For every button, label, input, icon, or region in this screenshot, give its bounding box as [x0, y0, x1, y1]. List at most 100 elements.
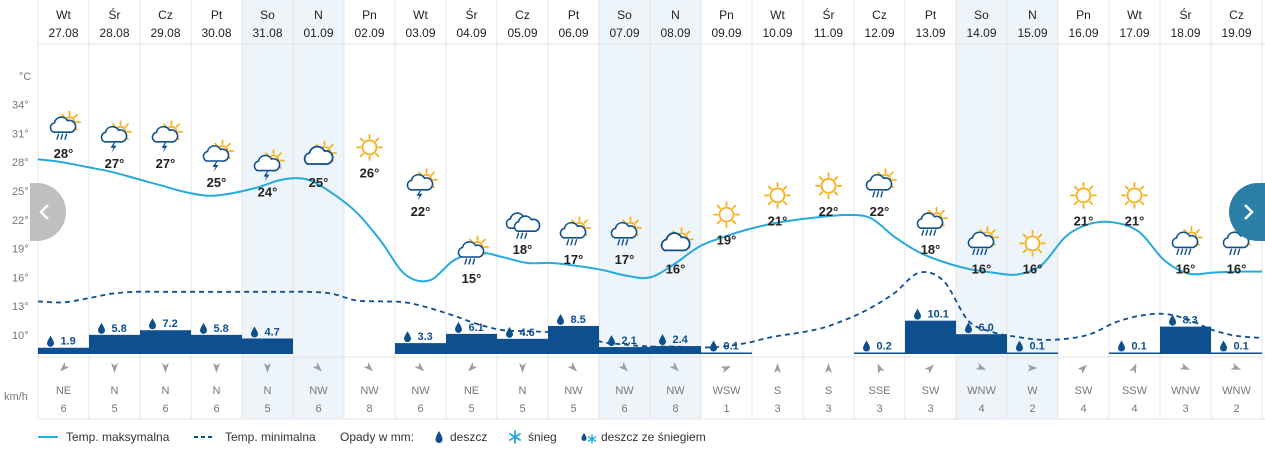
day-name: Pt	[925, 8, 937, 22]
wind-speed: 5	[264, 403, 270, 415]
day-name: Śr	[823, 7, 835, 22]
wind-speed: 5	[111, 403, 117, 415]
y-tick-label: 28°	[12, 157, 29, 169]
day-name: Cz	[515, 8, 530, 22]
rain-drop-icon	[1016, 340, 1023, 352]
min-temp-line	[37, 271, 1263, 349]
day-name: Cz	[158, 8, 173, 22]
max-temp-label: 24°	[258, 185, 278, 200]
legend-min-line-icon	[194, 436, 214, 438]
wind-arrow-icon	[669, 361, 680, 372]
precip-label: 0.2	[877, 341, 892, 353]
y-tick-label: 10°	[12, 330, 29, 342]
day-date: 18.09	[1170, 26, 1200, 40]
precip-bar	[1007, 352, 1058, 354]
max-temp-label: 18°	[921, 242, 941, 257]
day-name: So	[617, 8, 632, 22]
max-temp-label: 21°	[768, 213, 788, 228]
wind-direction: NE	[464, 385, 479, 397]
legend-precip-title: Opady w mm:	[340, 430, 415, 444]
sunny-icon	[713, 201, 740, 229]
precip-label: 2.1	[622, 335, 637, 347]
partly-sunny-rain-icon	[559, 216, 591, 246]
precip-bar	[497, 338, 548, 354]
day-date: 28.08	[99, 26, 129, 40]
sunny-icon	[1019, 229, 1046, 257]
partly-sunny-storm-icon	[253, 149, 285, 182]
precip-bar	[191, 334, 242, 354]
wind-direction: WNW	[967, 385, 996, 397]
day-date: 05.09	[507, 26, 537, 40]
precip-bar	[89, 334, 140, 354]
wind-direction: SW	[922, 385, 940, 397]
precip-label: 5.8	[112, 323, 127, 335]
partly-cloudy-icon	[303, 140, 337, 166]
wind-speed: 6	[162, 403, 168, 415]
wind-arrow-icon	[111, 363, 118, 373]
max-temp-label: 22°	[411, 204, 431, 219]
chevron-right-icon	[1244, 204, 1254, 220]
legend-max-line-icon	[38, 436, 58, 438]
day-date: 10.09	[762, 26, 792, 40]
legend-snow: śnieg	[528, 430, 557, 444]
wind-direction: SSE	[868, 385, 890, 397]
wind-direction: N	[519, 385, 527, 397]
max-temp-label: 16°	[666, 261, 686, 276]
day-name: Wt	[1127, 8, 1142, 22]
partly-sunny-heavy-rain-icon	[916, 206, 948, 236]
precip-label: 8.3	[1183, 315, 1198, 327]
weekend-band	[650, 0, 701, 419]
day-date: 30.08	[201, 26, 231, 40]
precip-bar	[599, 347, 650, 354]
max-temp-label: 22°	[819, 204, 839, 219]
day-date: 14.09	[966, 26, 996, 40]
sunny-icon	[356, 133, 383, 161]
precip-label: 0.1	[1132, 341, 1147, 353]
day-name: N	[671, 8, 680, 22]
wind-arrow-icon	[618, 361, 629, 372]
precip-label: 0.1	[724, 341, 739, 353]
rain-drop-icon	[557, 313, 564, 325]
day-name: Wt	[770, 8, 785, 22]
wind-arrow-icon	[59, 361, 70, 372]
precip-label: 1.9	[61, 336, 76, 348]
max-temp-label: 27°	[156, 156, 176, 171]
rain-drop-icon	[914, 308, 922, 320]
wind-speed: 6	[60, 403, 66, 415]
day-name: Śr	[109, 7, 121, 22]
wind-arrow-icon	[975, 362, 987, 370]
wind-direction: WNW	[1222, 385, 1251, 397]
wind-speed: 4	[1131, 403, 1137, 415]
day-date: 01.09	[303, 26, 333, 40]
wind-direction: N	[213, 385, 221, 397]
y-tick-label: 31°	[12, 128, 29, 140]
precipitation-bars	[38, 320, 1262, 354]
rain-drop-icon	[200, 322, 207, 334]
weather-icons	[49, 110, 1254, 265]
partly-sunny-storm-icon	[100, 120, 132, 153]
precip-label: 0.1	[1030, 341, 1045, 353]
precip-label: 0.1	[1234, 341, 1249, 353]
day-name: Cz	[872, 8, 887, 22]
wind-arrow-icon	[1077, 364, 1088, 375]
precip-label: 3.3	[418, 331, 433, 343]
wind-speed: 1	[723, 403, 729, 415]
wind-arrow-icon	[312, 361, 323, 372]
wind-speed: 5	[519, 403, 525, 415]
precip-label: 6.1	[469, 322, 484, 334]
day-headers: Wt 27.08 Śr 28.08 Cz 29.08 Pt 30.08 So 31.08 N 01.0…	[48, 7, 1251, 40]
partly-sunny-heavy-rain-icon	[967, 225, 999, 256]
y-tick-label: 13°	[12, 301, 29, 313]
wind-direction: NW	[615, 385, 634, 397]
precip-label: 8.5	[571, 314, 586, 326]
cloudy-rain-icon	[505, 212, 541, 239]
wind-direction: NW	[360, 385, 379, 397]
y-tick-label: 19°	[12, 244, 29, 256]
wind-arrow-icon	[924, 364, 935, 375]
day-date: 12.09	[864, 26, 894, 40]
rain-drop-icon	[455, 321, 462, 333]
legend-rain: deszcz	[450, 430, 488, 444]
day-name: Pn	[362, 8, 377, 22]
sunny-icon	[764, 181, 791, 209]
rain-drop-icon	[608, 335, 615, 347]
